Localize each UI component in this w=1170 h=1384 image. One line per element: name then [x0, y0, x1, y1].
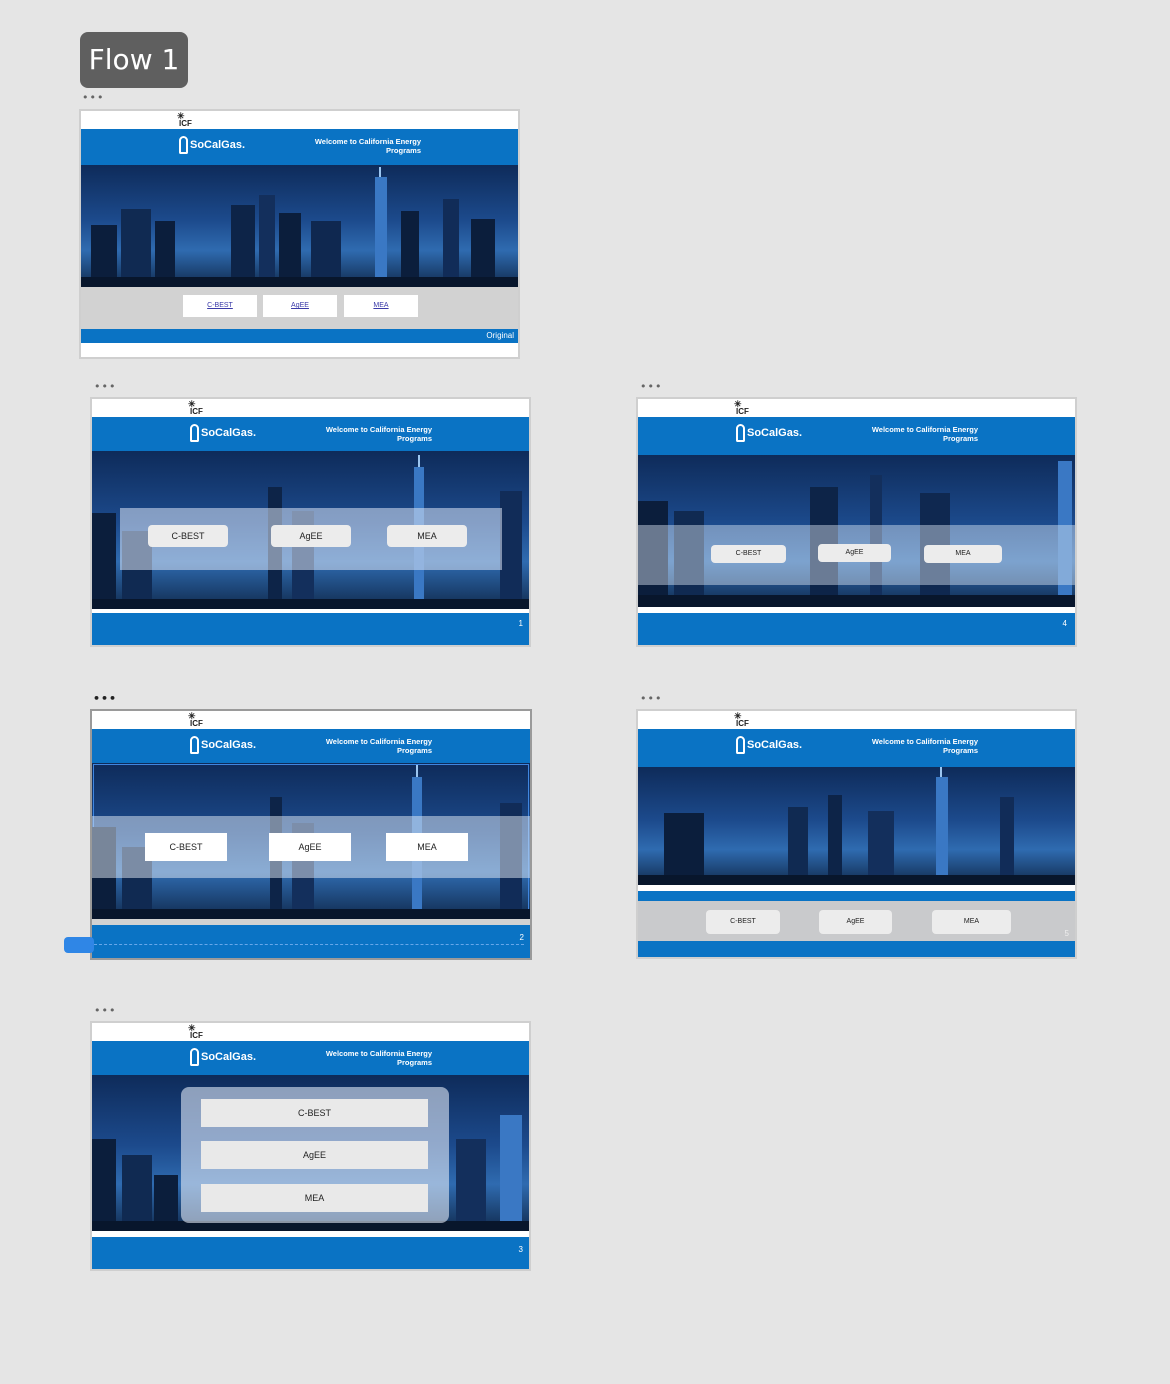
city-skyline-image: [81, 165, 518, 287]
cbest-button[interactable]: C-BEST: [711, 545, 786, 563]
flame-icon: [190, 736, 199, 754]
cbest-button[interactable]: C-BEST: [183, 295, 257, 317]
flame-icon: [736, 736, 745, 754]
icf-logo: ✳ ICF: [188, 711, 203, 728]
agee-button[interactable]: AgEE: [201, 1141, 428, 1169]
agee-button[interactable]: AgEE: [269, 833, 351, 861]
cbest-button[interactable]: C-BEST: [145, 833, 227, 861]
frame-menu-icon[interactable]: •••: [94, 1004, 117, 1017]
icf-spark-icon: ✳: [188, 711, 196, 721]
footer-bar: 4: [638, 613, 1075, 645]
socalgas-logo: SoCalGas.: [190, 1048, 256, 1066]
header-band: SoCalGas. Welcome to California Energy Pr…: [638, 417, 1075, 455]
welcome-title: Welcome to California Energy Programs: [325, 737, 432, 755]
skyline-graphic: [81, 167, 518, 287]
cbest-button[interactable]: C-BEST: [201, 1099, 428, 1127]
city-skyline-image: [638, 455, 1075, 607]
top-bar: ✳ ICF: [92, 399, 529, 417]
frame-menu-icon[interactable]: •••: [94, 380, 117, 393]
frame-variant-4[interactable]: ✳ ICF SoCalGas. Welcome to California Ene…: [636, 397, 1077, 647]
header-band: SoCalGas. Welcome to California Energy Pr…: [92, 1041, 529, 1075]
footer-bar: Original: [81, 329, 518, 343]
top-bar: ✳ ICF: [638, 399, 1075, 417]
footer-bar: 3: [92, 1237, 529, 1269]
icf-logo: ✳ ICF: [188, 399, 203, 416]
gray-divider: [92, 919, 530, 925]
agee-button[interactable]: AgEE: [271, 525, 351, 547]
page-number: 5: [1064, 929, 1069, 938]
cbest-button[interactable]: C-BEST: [706, 910, 780, 934]
skyline-graphic: [638, 767, 1075, 885]
mea-button[interactable]: MEA: [932, 910, 1011, 934]
agee-button[interactable]: AgEE: [819, 910, 892, 934]
frame-menu-icon[interactable]: •••: [640, 380, 663, 393]
welcome-title: Welcome to California Energy Programs: [871, 737, 978, 755]
page-number: 3: [518, 1245, 523, 1254]
footer-bar: 2: [92, 925, 530, 958]
flame-icon: [190, 424, 199, 442]
mea-button[interactable]: MEA: [924, 545, 1002, 563]
page-number: 4: [1062, 619, 1067, 628]
welcome-title: Welcome to California Energy Programs: [314, 137, 421, 155]
frame-original[interactable]: ✳ ICF SoCalGas. Welcome to California Ene…: [79, 109, 520, 359]
top-bar: ✳ ICF: [81, 111, 518, 129]
frame-menu-icon[interactable]: •••: [82, 91, 105, 104]
icf-logo: ✳ ICF: [177, 111, 192, 128]
welcome-title: Welcome to California Energy Programs: [871, 425, 978, 443]
blue-strip: [638, 891, 1075, 901]
icf-spark-icon: ✳: [177, 111, 185, 121]
mea-button[interactable]: MEA: [201, 1184, 428, 1212]
page-number: 2: [519, 933, 524, 942]
icf-spark-icon: ✳: [188, 1023, 196, 1033]
frame-variant-2[interactable]: ✳ ICF SoCalGas. Welcome to California Ene…: [90, 709, 532, 960]
header-band: SoCalGas. Welcome to California Energy Pr…: [92, 417, 529, 451]
agee-button[interactable]: AgEE: [263, 295, 337, 317]
prototype-connector-handle[interactable]: [64, 937, 94, 953]
socalgas-logo: SoCalGas.: [190, 424, 256, 442]
icf-spark-icon: ✳: [734, 711, 742, 721]
icf-spark-icon: ✳: [734, 399, 742, 409]
welcome-title: Welcome to California Energy Programs: [325, 425, 432, 443]
top-bar: ✳ ICF: [92, 711, 530, 729]
icf-logo: ✳ ICF: [734, 711, 749, 728]
header-band: SoCalGas. Welcome to California Energy Pr…: [81, 129, 518, 165]
flame-icon: [179, 136, 188, 154]
prototype-connector-line: [94, 944, 524, 945]
socalgas-logo: SoCalGas.: [190, 736, 256, 754]
footer-bar: [638, 941, 1075, 957]
welcome-title: Welcome to California Energy Programs: [325, 1049, 432, 1067]
frame-variant-5[interactable]: ✳ ICF SoCalGas. Welcome to California Ene…: [636, 709, 1077, 959]
frame-variant-1[interactable]: ✳ ICF SoCalGas. Welcome to California Ene…: [90, 397, 531, 647]
icf-logo: ✳ ICF: [188, 1023, 203, 1040]
footer-bar: 1: [92, 613, 529, 645]
flame-icon: [736, 424, 745, 442]
flame-icon: [190, 1048, 199, 1066]
socalgas-logo: SoCalGas.: [736, 736, 802, 754]
icf-logo: ✳ ICF: [734, 399, 749, 416]
skyline-graphic: [92, 1115, 529, 1231]
header-band: SoCalGas. Welcome to California Energy Pr…: [92, 729, 530, 763]
top-bar: ✳ ICF: [638, 711, 1075, 729]
page-number: 1: [518, 619, 523, 628]
mea-button[interactable]: MEA: [387, 525, 467, 547]
icf-spark-icon: ✳: [188, 399, 196, 409]
mea-button[interactable]: MEA: [386, 833, 468, 861]
agee-button[interactable]: AgEE: [818, 544, 891, 562]
frame-menu-icon[interactable]: •••: [640, 692, 663, 705]
cbest-button[interactable]: C-BEST: [148, 525, 228, 547]
socalgas-logo: SoCalGas.: [736, 424, 802, 442]
frame-variant-3[interactable]: ✳ ICF SoCalGas. Welcome to California Ene…: [90, 1021, 531, 1271]
header-band: SoCalGas. Welcome to California Energy Pr…: [638, 729, 1075, 767]
city-skyline-image: [638, 767, 1075, 885]
socalgas-logo: SoCalGas.: [179, 136, 245, 154]
flow-title-badge[interactable]: Flow 1: [80, 32, 188, 88]
mea-button[interactable]: MEA: [344, 295, 418, 317]
top-bar: ✳ ICF: [92, 1023, 529, 1041]
frame-menu-icon[interactable]: •••: [93, 692, 118, 705]
frame-label: Original: [486, 331, 514, 340]
